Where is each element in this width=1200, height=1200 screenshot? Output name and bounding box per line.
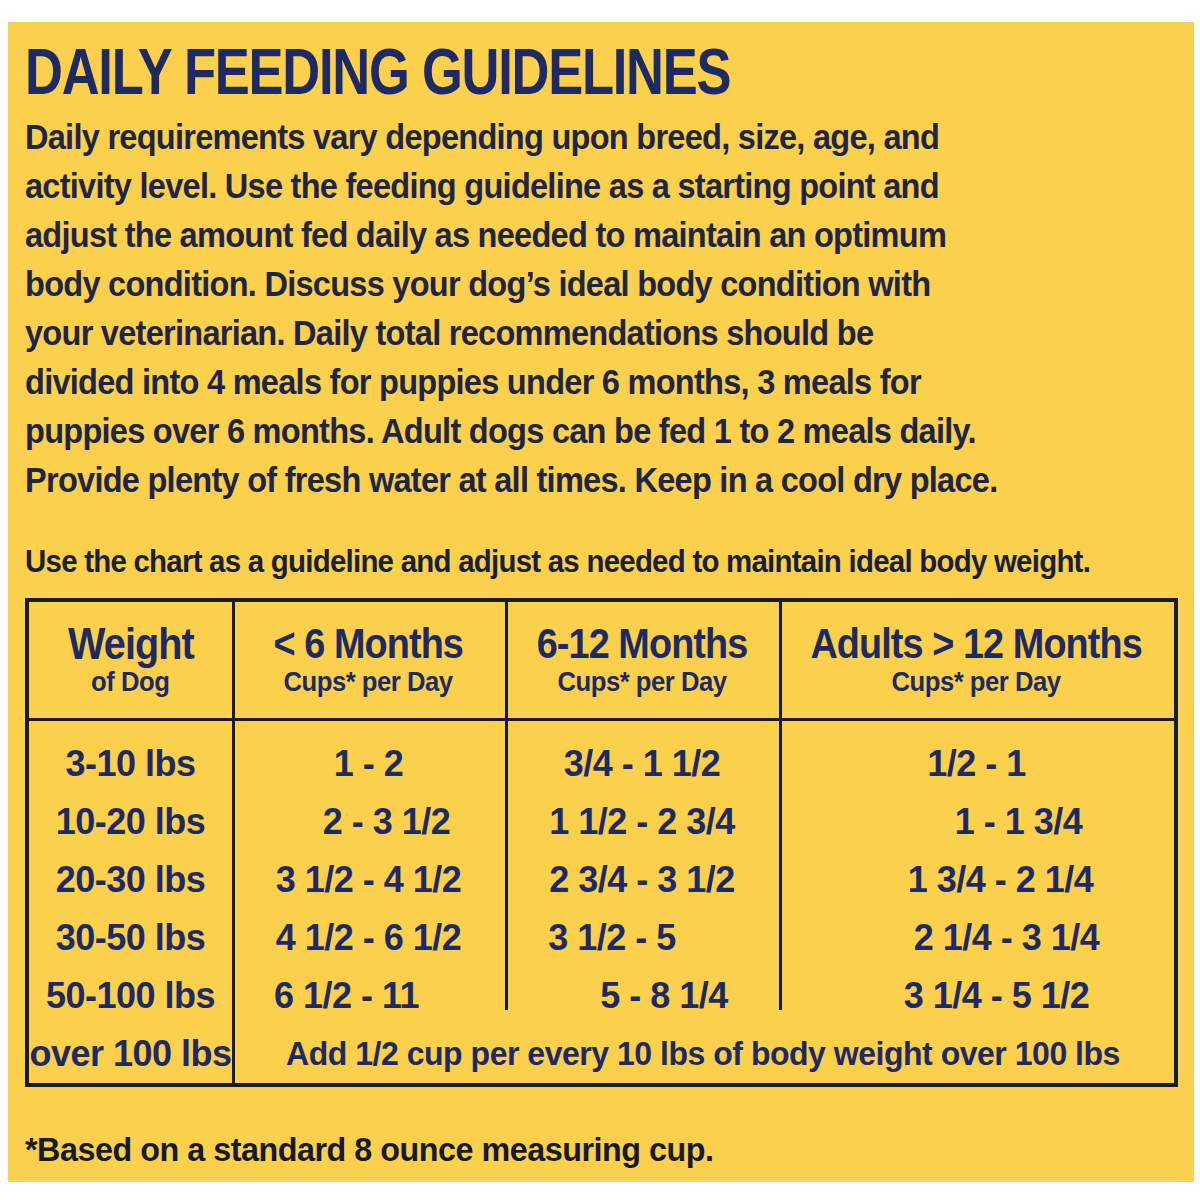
table-cell-weight: 20-30 lbs — [29, 851, 232, 909]
header-6-12-months-title: 6-12 Months — [537, 622, 748, 666]
header-weight-title: Weight — [68, 622, 194, 666]
table-cell: 6 1/2 - 11 — [210, 967, 483, 1025]
table-cell: 1 - 1 3/4 — [821, 793, 1200, 851]
intro-line: activity level. Use the feeding guidelin… — [25, 161, 998, 210]
feeding-guidelines-panel: DAILY FEEDING GUIDELINES Daily requireme… — [8, 22, 1194, 1182]
feeding-table-header: Weight of Dog < 6 Months Cups* per Day 6… — [29, 602, 1174, 718]
intro-line: Daily requirements vary depending upon b… — [25, 112, 998, 161]
intro-line: body condition. Discuss your dog’s ideal… — [25, 259, 998, 308]
intro-paragraph: Daily requirements vary depending upon b… — [25, 112, 1071, 504]
header-adults-title: Adults > 12 Months — [811, 622, 1142, 666]
header-6-12-months-subtitle: Cups* per Day — [557, 666, 726, 698]
header-6-12-months: 6-12 Months Cups* per Day — [505, 602, 779, 718]
table-cell: 4 1/2 - 6 1/2 — [232, 909, 505, 967]
table-cell: 5 - 8 1/4 — [527, 967, 801, 1025]
table-cell: 2 3/4 - 3 1/2 — [505, 851, 779, 909]
table-cell: 3/4 - 1 1/2 — [505, 735, 779, 793]
intro-line: adjust the amount fed daily as needed to… — [25, 210, 998, 259]
table-cell: 1 1/2 - 2 3/4 — [505, 793, 779, 851]
table-cell-weight: 10-20 lbs — [29, 793, 232, 851]
table-cell: 3 1/2 - 4 1/2 — [232, 851, 505, 909]
intro-line: puppies over 6 months. Adult dogs can be… — [25, 406, 998, 455]
table-cell-weight: 50-100 lbs — [29, 967, 232, 1025]
table-cell-weight: 3-10 lbs — [29, 735, 232, 793]
page-title: DAILY FEEDING GUIDELINES — [25, 36, 730, 108]
feeding-table-body: 3-10 lbs 1 - 2 3/4 - 1 1/2 1/2 - 1 10-20… — [29, 721, 1174, 1097]
table-cell: 1 3/4 - 2 1/4 — [803, 851, 1198, 909]
table-cell-over-100-note: Add 1/2 cup per every 10 lbs of body wei… — [246, 1025, 1160, 1083]
header-weight: Weight of Dog — [29, 602, 232, 718]
header-weight-subtitle: of Dog — [91, 666, 169, 698]
table-cell: 2 - 3 1/2 — [250, 793, 523, 851]
table-cell: 1/2 - 1 — [779, 735, 1174, 793]
header-under-6-months: < 6 Months Cups* per Day — [232, 602, 505, 718]
header-under-6-months-subtitle: Cups* per Day — [284, 666, 453, 698]
table-cell: 3 1/4 - 5 1/2 — [799, 967, 1194, 1025]
feeding-table: Weight of Dog < 6 Months Cups* per Day 6… — [25, 598, 1178, 1087]
table-cell: 2 1/4 - 3 1/4 — [809, 909, 1200, 967]
chart-usage-note: Use the chart as a guideline and adjust … — [25, 543, 1090, 581]
table-cell-weight: over 100 lbs — [29, 1025, 232, 1083]
header-under-6-months-title: < 6 Months — [274, 622, 463, 666]
header-adults: Adults > 12 Months Cups* per Day — [779, 602, 1174, 718]
intro-line: divided into 4 meals for puppies under 6… — [25, 357, 998, 406]
intro-line: your veterinarian. Daily total recommend… — [25, 308, 998, 357]
header-adults-subtitle: Cups* per Day — [892, 666, 1061, 698]
intro-line: Provide plenty of fresh water at all tim… — [25, 455, 998, 504]
measuring-cup-footnote: *Based on a standard 8 ounce measuring c… — [25, 1128, 714, 1170]
table-cell: 3 1/2 - 5 — [475, 909, 749, 967]
table-cell: 1 - 2 — [232, 735, 505, 793]
table-cell-weight: 30-50 lbs — [29, 909, 232, 967]
